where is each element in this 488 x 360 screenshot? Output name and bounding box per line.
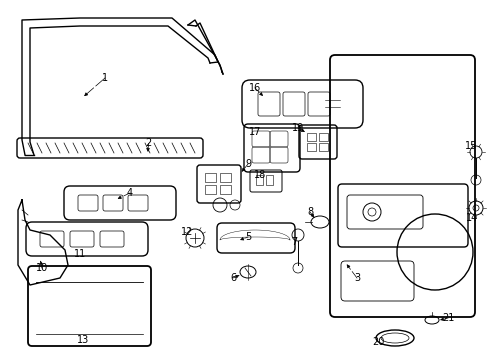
Text: 21: 21	[441, 313, 453, 323]
Text: 12: 12	[181, 227, 193, 237]
Text: 2: 2	[144, 138, 151, 148]
Bar	[204, 173, 216, 182]
Text: 8: 8	[306, 207, 312, 217]
Text: 17: 17	[248, 127, 261, 137]
Text: 20: 20	[371, 337, 384, 347]
Bar	[318, 143, 327, 151]
Text: 16: 16	[248, 83, 261, 93]
Text: 14: 14	[465, 213, 477, 223]
Text: 13: 13	[77, 335, 89, 345]
Text: 9: 9	[244, 159, 250, 169]
Text: 5: 5	[244, 232, 251, 242]
Bar	[306, 143, 315, 151]
Bar	[318, 133, 327, 141]
Bar	[220, 173, 230, 182]
Text: 4: 4	[127, 188, 133, 198]
Text: 3: 3	[353, 273, 359, 283]
Text: 7: 7	[290, 237, 297, 247]
Bar	[265, 175, 272, 185]
Text: 19: 19	[291, 123, 304, 133]
Text: 1: 1	[102, 73, 108, 83]
Text: 11: 11	[74, 249, 86, 259]
Text: 15: 15	[464, 141, 476, 151]
Bar	[220, 185, 230, 194]
Text: 10: 10	[36, 263, 48, 273]
Text: 18: 18	[253, 170, 265, 180]
Bar	[306, 133, 315, 141]
Bar	[256, 175, 263, 185]
Bar	[204, 185, 216, 194]
Text: 6: 6	[229, 273, 236, 283]
